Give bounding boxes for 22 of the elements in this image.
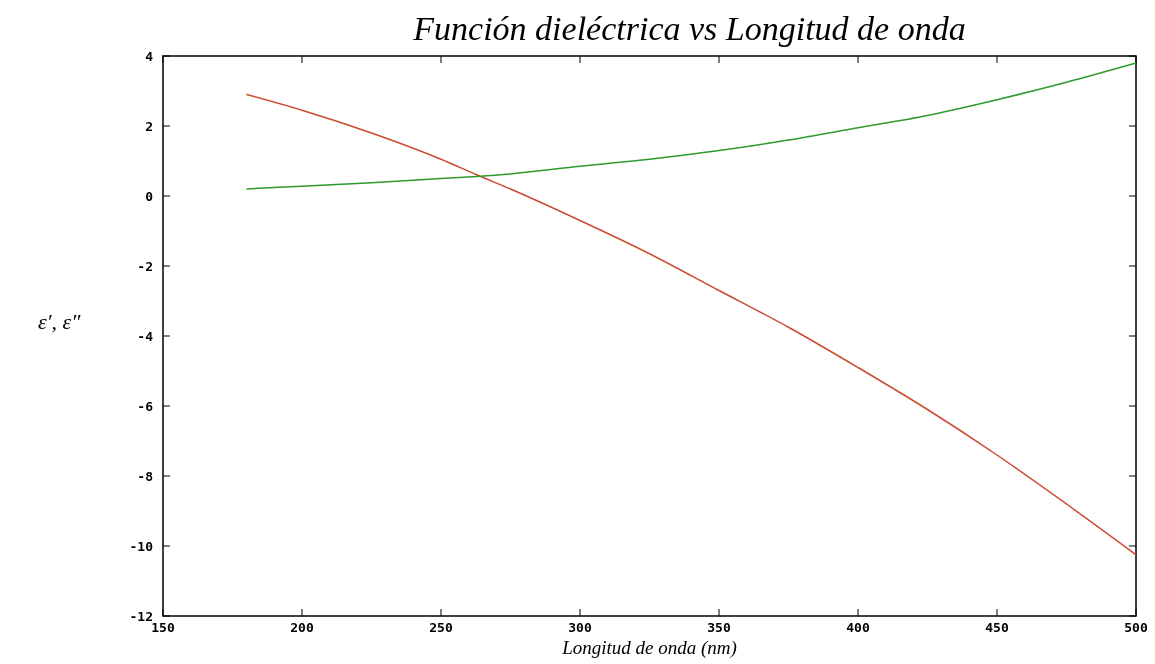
y-tick-label: -10: [129, 539, 154, 554]
y-tick-label: -2: [137, 259, 153, 274]
x-tick-label: 200: [290, 620, 314, 635]
line-series: [245, 62, 1137, 190]
x-tick-label: 300: [568, 620, 592, 635]
y-tick-label: -4: [137, 329, 154, 344]
y-tick-label: -8: [137, 469, 154, 484]
y-tick-label: 2: [145, 119, 153, 134]
x-axis-title: Longitud de onda (nm): [561, 637, 737, 659]
x-tick-label: 500: [1124, 620, 1148, 635]
x-tick-label: 150: [151, 620, 175, 635]
chart-title: Función dieléctrica vs Longitud de onda: [412, 10, 966, 47]
x-tick-label: 250: [429, 620, 453, 635]
x-tick-label: 350: [707, 620, 731, 635]
line-series: [245, 93, 1137, 556]
x-tick-label: 400: [846, 620, 870, 635]
y-tick-label: -12: [129, 609, 153, 624]
y-tick-label: -6: [137, 399, 154, 414]
x-tick-label: 450: [985, 620, 1009, 635]
y-tick-label: 4: [145, 49, 154, 64]
y-axis-title: ε′, ε″: [38, 309, 82, 334]
y-tick-label: 0: [145, 189, 154, 204]
